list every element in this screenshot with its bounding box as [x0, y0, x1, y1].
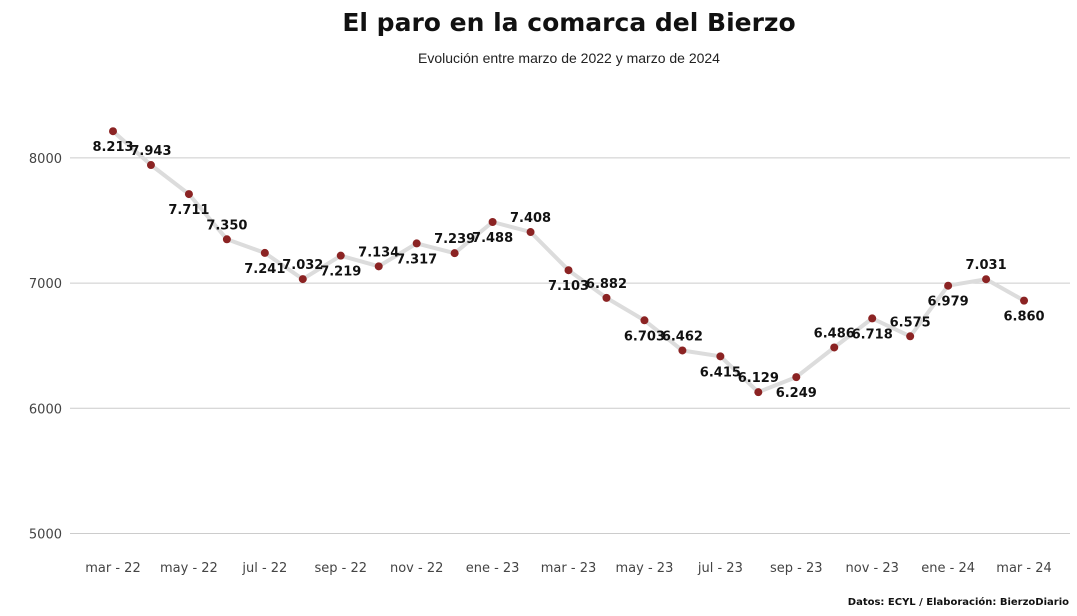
data-label: 6.703 — [624, 329, 665, 344]
data-label: 7.317 — [396, 252, 437, 267]
data-point — [526, 228, 535, 237]
data-label: 7.103 — [548, 279, 589, 294]
data-point — [564, 266, 573, 275]
data-label: 7.711 — [168, 203, 209, 218]
data-label: 7.031 — [966, 258, 1007, 273]
data-label: 7.350 — [206, 218, 247, 233]
data-label: 6.718 — [852, 327, 893, 342]
x-tick-label: may - 22 — [160, 561, 218, 576]
data-points — [109, 127, 1029, 397]
x-tick-label: mar - 24 — [996, 561, 1051, 576]
data-point — [754, 388, 763, 397]
y-tick-label: 8000 — [29, 152, 62, 167]
data-point — [374, 262, 383, 271]
source-note: Datos: ECYL / Elaboración: BierzoDiario — [847, 597, 1069, 608]
data-point — [109, 127, 117, 136]
x-tick-label: mar - 23 — [541, 561, 596, 576]
data-point — [488, 218, 497, 227]
data-point — [184, 190, 193, 199]
y-axis-ticks: 5000 6000 7000 8000 — [29, 152, 62, 543]
data-point — [868, 314, 877, 323]
data-point — [906, 332, 915, 341]
chart-title: El paro en la comarca del Bierzo — [342, 8, 796, 37]
x-tick-label: may - 23 — [616, 561, 674, 576]
data-label: 7.032 — [282, 258, 323, 273]
data-point — [298, 275, 307, 284]
data-point — [944, 281, 953, 290]
data-point — [1020, 296, 1029, 305]
data-point — [602, 293, 611, 302]
data-label: 7.239 — [434, 232, 475, 247]
data-label: 8.213 — [92, 140, 133, 155]
chart-subtitle: Evolución entre marzo de 2022 y marzo de… — [418, 50, 720, 66]
data-label: 6.860 — [1003, 310, 1044, 325]
x-tick-label: nov - 23 — [846, 561, 899, 576]
data-label: 7.408 — [510, 211, 551, 226]
data-label: 6.486 — [814, 326, 855, 341]
x-tick-label: ene - 24 — [921, 561, 975, 576]
data-point — [982, 275, 991, 284]
data-point — [678, 346, 687, 355]
data-point — [146, 161, 155, 170]
y-tick-label: 7000 — [29, 277, 62, 292]
data-point — [260, 248, 269, 257]
data-label: 6.979 — [928, 295, 969, 310]
data-point — [450, 249, 459, 258]
x-tick-label: ene - 23 — [466, 561, 520, 576]
y-tick-label: 5000 — [29, 528, 62, 543]
data-label: 6.462 — [662, 329, 703, 344]
x-tick-label: mar - 22 — [85, 561, 140, 576]
data-label: 6.882 — [586, 277, 627, 292]
data-point — [716, 352, 725, 361]
data-label: 7.134 — [358, 245, 399, 260]
x-tick-label: sep - 23 — [770, 561, 823, 576]
data-label: 6.575 — [890, 315, 931, 330]
x-axis-ticks: mar - 22 may - 22 jul - 22 sep - 22 nov - 22… — [85, 561, 1052, 576]
data-point — [640, 316, 649, 325]
data-label: 7.219 — [320, 265, 361, 280]
x-tick-label: sep - 22 — [314, 561, 367, 576]
grid-lines — [70, 157, 1070, 534]
x-tick-label: jul - 23 — [697, 561, 743, 576]
data-point — [336, 251, 345, 260]
data-label: 7.241 — [244, 262, 285, 277]
data-label: 6.415 — [700, 365, 741, 380]
data-point — [792, 373, 801, 382]
data-point — [830, 343, 839, 352]
x-tick-label: jul - 22 — [241, 561, 287, 576]
y-tick-label: 6000 — [29, 402, 62, 417]
data-label: 6.249 — [776, 386, 817, 401]
data-label: 7.943 — [130, 144, 171, 159]
x-tick-label: nov - 22 — [390, 561, 443, 576]
data-label: 7.488 — [472, 231, 513, 246]
data-point — [222, 235, 231, 244]
data-label: 6.129 — [738, 371, 779, 386]
data-point — [412, 239, 421, 248]
